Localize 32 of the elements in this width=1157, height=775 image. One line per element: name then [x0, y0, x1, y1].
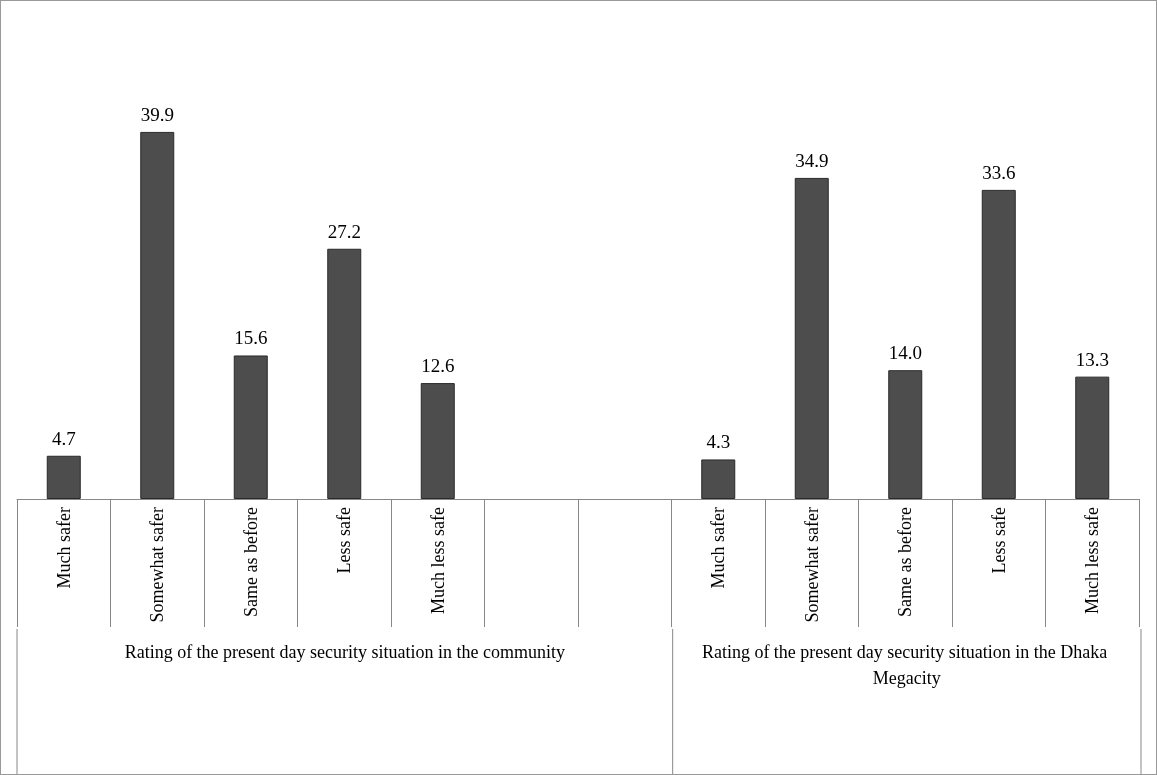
- bar: [233, 355, 268, 499]
- data-label: 14.0: [888, 342, 922, 364]
- bar: [701, 459, 736, 499]
- text: Rating of the present day security situation in the community: [124, 642, 566, 662]
- x-tick-label: Less safe: [334, 507, 355, 574]
- bar: [140, 131, 175, 499]
- data-label: 12.6: [421, 355, 455, 377]
- data-label: 4.7: [51, 427, 76, 449]
- x-tick-label: Much less safe: [427, 507, 448, 614]
- x-tick-label: Much less safe: [1082, 507, 1103, 614]
- x-tick-label: Somewhat safer: [801, 507, 822, 623]
- data-label: 27.2: [327, 220, 361, 242]
- bar: [981, 189, 1016, 499]
- bar: [1075, 376, 1110, 499]
- x-tick-label: Much safer: [708, 507, 729, 589]
- data-label: 15.6: [234, 327, 268, 349]
- x-tick-label: Less safe: [988, 507, 1009, 574]
- data-label: 4.3: [706, 431, 731, 453]
- x-tick-label: Same as before: [895, 506, 916, 617]
- bar: [327, 248, 362, 499]
- x-tick-label: Same as before: [240, 506, 261, 617]
- data-label: 33.6: [982, 161, 1016, 183]
- x-tick-label: Much safer: [53, 507, 74, 589]
- bar: [46, 455, 81, 499]
- text: Rating of the present day security situation in the Dhaka Megacity: [701, 642, 1112, 688]
- x-tick-label: Somewhat safer: [147, 507, 168, 623]
- data-label: 39.9: [140, 103, 174, 125]
- bar: [420, 383, 455, 499]
- data-label: 34.9: [795, 149, 829, 171]
- data-label: 13.3: [1075, 348, 1109, 370]
- bar: [888, 370, 923, 499]
- bar: [794, 177, 829, 499]
